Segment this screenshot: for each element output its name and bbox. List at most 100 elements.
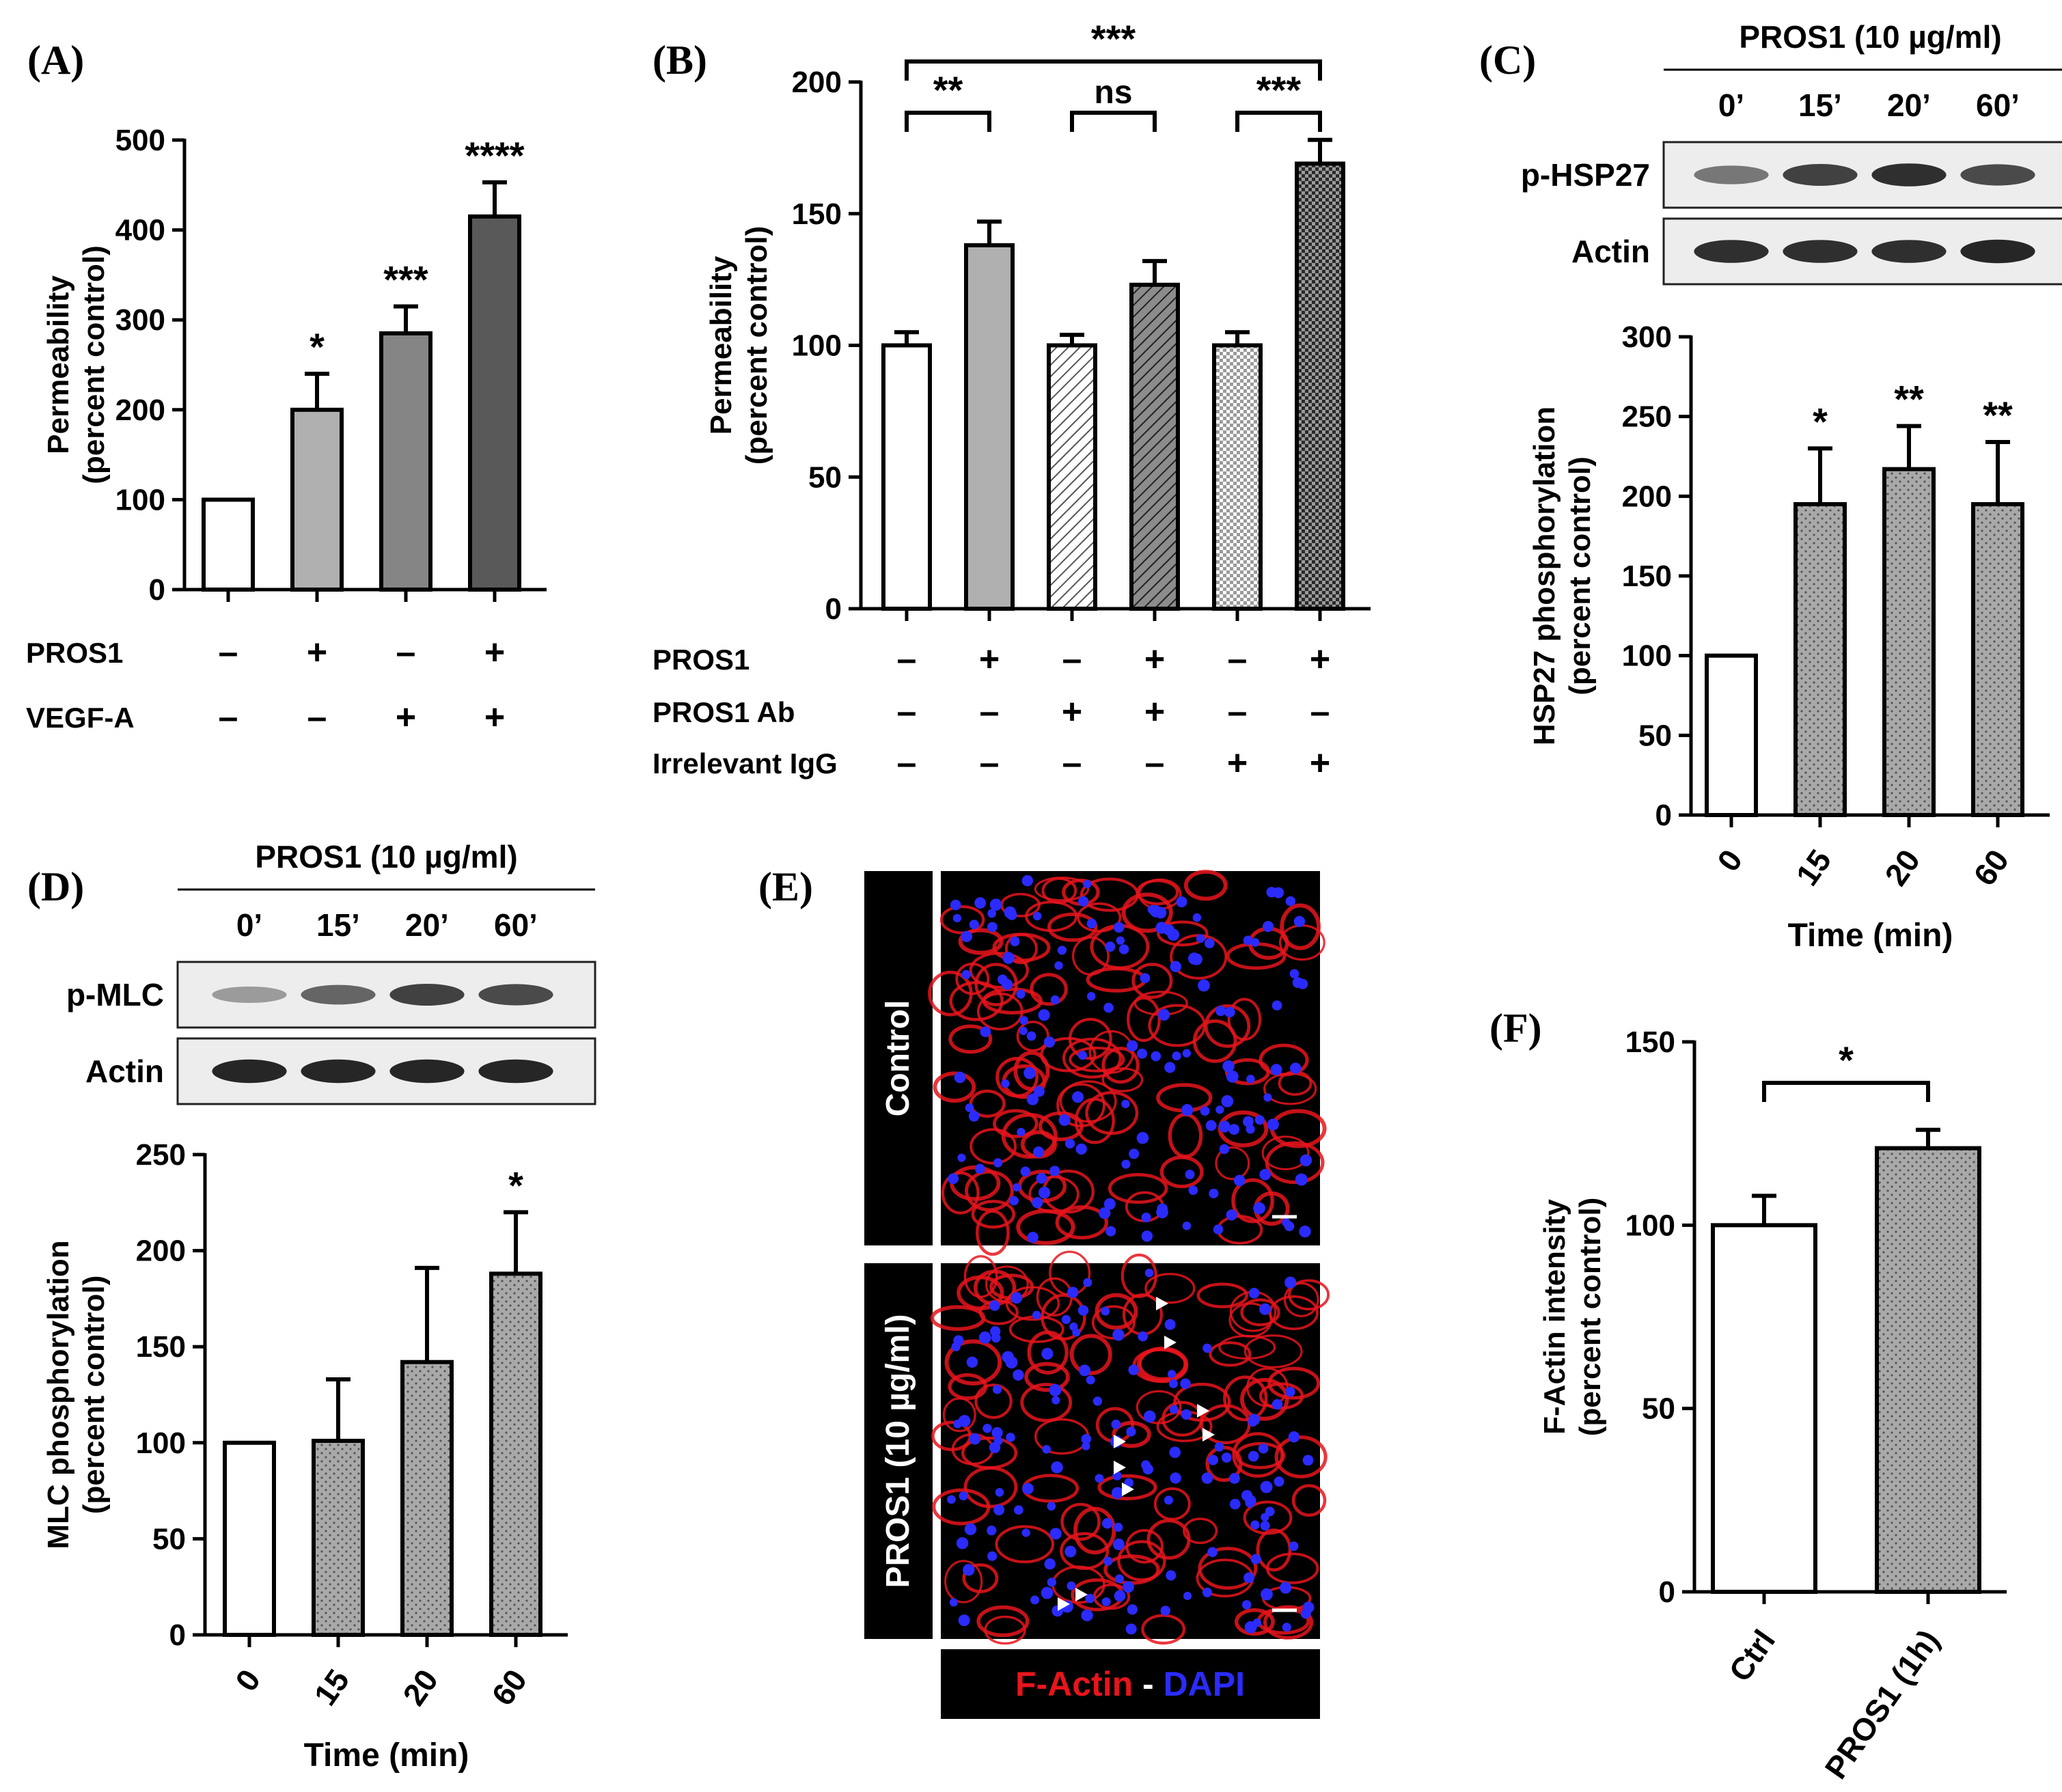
nucleus bbox=[1038, 1009, 1050, 1021]
nucleus bbox=[1114, 1590, 1126, 1602]
nucleus bbox=[961, 931, 972, 942]
arrowhead-icon bbox=[1075, 1588, 1088, 1601]
nucleus bbox=[1164, 1062, 1176, 1073]
nucleus bbox=[995, 1488, 1004, 1497]
y-tick-label: 250 bbox=[1622, 400, 1672, 434]
blot-band bbox=[212, 987, 287, 1003]
nucleus bbox=[1049, 1383, 1062, 1396]
nucleus bbox=[1085, 1593, 1095, 1603]
nucleus bbox=[1002, 952, 1015, 964]
nucleus bbox=[993, 1504, 1005, 1516]
condition-label: PROS1 bbox=[652, 644, 750, 676]
y-tick-label: 100 bbox=[136, 1426, 186, 1460]
actin-outline bbox=[1223, 1375, 1268, 1422]
y-tick-label: 100 bbox=[1625, 1209, 1675, 1242]
y-axis-label-line: (percent control) bbox=[77, 245, 111, 484]
y-tick-label: 0 bbox=[149, 573, 165, 607]
bar bbox=[881, 343, 932, 611]
y-axis-label-line: HSP27 phosphorylation bbox=[1528, 406, 1561, 745]
nucleus bbox=[1114, 1522, 1123, 1532]
nucleus bbox=[1215, 1105, 1224, 1114]
condition-sign: – bbox=[897, 639, 917, 679]
actin-outline bbox=[1047, 912, 1098, 942]
nucleus bbox=[1299, 1225, 1311, 1238]
nucleus bbox=[1051, 1396, 1060, 1405]
nucleus bbox=[1168, 1379, 1178, 1388]
nucleus bbox=[1226, 1070, 1239, 1083]
nucleus bbox=[1302, 1455, 1314, 1466]
actin-outline bbox=[1280, 903, 1321, 950]
nucleus bbox=[1006, 910, 1017, 920]
nucleus bbox=[1023, 1066, 1036, 1079]
nucleus bbox=[1021, 1528, 1030, 1537]
y-axis-label: MLC phosphorylation(percent control) bbox=[42, 1240, 111, 1549]
blot-band bbox=[1694, 165, 1769, 184]
nucleus bbox=[1047, 1577, 1056, 1587]
nucleus bbox=[1213, 1224, 1224, 1235]
actin-outline bbox=[1291, 1484, 1327, 1517]
nucleus bbox=[1032, 1146, 1045, 1158]
legend-dapi: DAPI bbox=[1164, 1665, 1245, 1703]
nucleus bbox=[1267, 1118, 1279, 1131]
actin-outline bbox=[965, 1170, 1014, 1212]
panel-label-b: (B) bbox=[652, 38, 707, 83]
y-tick-label: 150 bbox=[1625, 1025, 1675, 1059]
nucleus bbox=[1250, 938, 1260, 947]
actin-outline bbox=[1101, 1047, 1140, 1084]
nucleus bbox=[1036, 1172, 1047, 1184]
nucleus bbox=[1254, 1115, 1265, 1125]
actin-outline bbox=[1101, 1067, 1144, 1092]
nucleus bbox=[1224, 1006, 1235, 1018]
nucleus bbox=[953, 1335, 964, 1346]
significance-label: *** bbox=[1091, 17, 1136, 60]
actin-outline bbox=[1108, 1173, 1168, 1204]
nucleus bbox=[1078, 1364, 1091, 1377]
nucleus bbox=[1271, 1398, 1283, 1410]
nucleus bbox=[958, 1614, 970, 1627]
nucleus bbox=[1054, 961, 1063, 970]
nucleus bbox=[1127, 1604, 1138, 1615]
actin-outline bbox=[1016, 1209, 1075, 1245]
panel-label-e: (E) bbox=[758, 864, 813, 909]
legend-factin: F-Actin bbox=[1015, 1665, 1133, 1703]
nucleus bbox=[1260, 1521, 1270, 1531]
nucleus bbox=[1284, 1221, 1295, 1232]
actin-outline bbox=[1069, 1334, 1112, 1375]
nucleus bbox=[1205, 1120, 1217, 1131]
condition-sign: + bbox=[307, 633, 327, 672]
blot-timepoint-label: 15’ bbox=[316, 907, 360, 943]
significance-label: *** bbox=[383, 258, 428, 301]
nucleus bbox=[1252, 1618, 1262, 1627]
blot-band bbox=[389, 1059, 465, 1084]
actin-outline bbox=[1138, 1347, 1187, 1380]
nucleus bbox=[956, 1537, 969, 1549]
nucleus bbox=[1292, 977, 1304, 989]
nucleus bbox=[987, 1526, 997, 1536]
nucleus bbox=[1113, 922, 1125, 933]
nucleus bbox=[1169, 1446, 1181, 1459]
nucleus bbox=[991, 1426, 1003, 1439]
blot-band bbox=[1783, 164, 1858, 186]
nucleus bbox=[1144, 1269, 1154, 1278]
nucleus bbox=[1289, 969, 1300, 979]
bar bbox=[1882, 467, 1936, 818]
category-label: 20 bbox=[396, 1663, 445, 1712]
nucleus bbox=[1271, 1000, 1282, 1011]
nucleus bbox=[1136, 1131, 1149, 1144]
nucleus bbox=[1077, 1305, 1089, 1316]
nucleus bbox=[1204, 938, 1215, 949]
nucleus bbox=[1017, 1127, 1026, 1137]
blot-timepoint-label: 60’ bbox=[1976, 87, 2020, 123]
nucleus bbox=[1101, 1306, 1110, 1316]
y-axis-label-line: F-Actin intensity bbox=[1538, 1199, 1571, 1435]
nucleus bbox=[1092, 1396, 1103, 1406]
nucleus bbox=[1067, 1286, 1079, 1298]
nucleus bbox=[1183, 1591, 1192, 1601]
actin-outline bbox=[1027, 1330, 1069, 1375]
nucleus bbox=[1129, 1148, 1140, 1159]
actin-outline bbox=[971, 1200, 1015, 1229]
nucleus bbox=[961, 969, 971, 980]
category-label: 0 bbox=[1710, 843, 1749, 878]
condition-sign: – bbox=[1228, 639, 1248, 679]
nucleus bbox=[1122, 1581, 1134, 1593]
